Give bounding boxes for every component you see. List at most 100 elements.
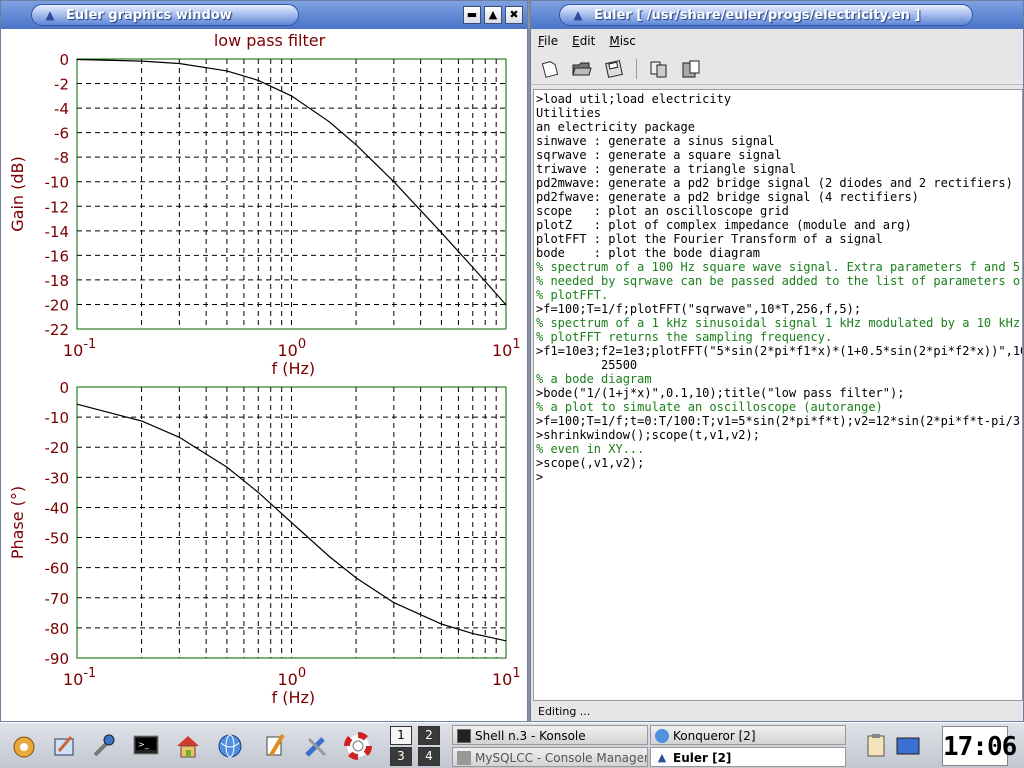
- task-euler[interactable]: ▲ Euler [2]: [650, 747, 846, 767]
- y-tick-label: -80: [45, 620, 70, 638]
- x-tick-label: 101: [492, 666, 521, 689]
- y-tick-label: -22: [45, 321, 70, 339]
- graphics-window-titlebar[interactable]: ▲ Euler graphics window ▬ ▲ ✖: [1, 1, 527, 29]
- y-tick-label: 0: [59, 51, 69, 69]
- kword-icon[interactable]: [256, 728, 292, 764]
- data-point: [355, 577, 357, 579]
- x-tick-label: 101: [492, 337, 521, 360]
- console-line: >f1=10e3;f2=1e3;plotFFT("5*sin(2*pi*f1*x…: [536, 344, 1023, 358]
- y-axis-label: Gain (dB): [8, 156, 27, 232]
- task-konsole[interactable]: Shell n.3 - Konsole: [452, 725, 648, 745]
- pager-desktop-4[interactable]: 4: [418, 747, 440, 766]
- pager-desktop-3[interactable]: 3: [390, 747, 412, 766]
- menu-misc[interactable]: Misc: [609, 34, 636, 48]
- tools-icon[interactable]: [298, 728, 334, 764]
- close-button[interactable]: ✖: [505, 6, 523, 24]
- graphics-window-title-pill[interactable]: ▲ Euler graphics window: [31, 4, 299, 26]
- console-window-title-pill[interactable]: ▲ Euler [ /usr/share/euler/progs/electri…: [559, 4, 973, 26]
- console-line: % spectrum of a 1 kHz sinusoidal signal …: [536, 316, 1023, 330]
- status-bar: Editing ...: [538, 705, 591, 718]
- data-point: [178, 436, 180, 438]
- console-line: >: [536, 470, 544, 484]
- y-tick-label: -10: [45, 174, 70, 192]
- clock[interactable]: 17:06: [942, 726, 1017, 766]
- data-point: [328, 121, 330, 123]
- data-point: [226, 70, 228, 72]
- task-mysqlcc[interactable]: MySQLCC - Console Manager: [452, 747, 648, 767]
- data-point: [290, 521, 293, 524]
- y-tick-label: -10: [45, 409, 70, 427]
- series-line: [76, 58, 507, 306]
- toolbar-separator: [636, 58, 637, 79]
- y-tick-label: -40: [45, 499, 70, 517]
- kde-menu-icon[interactable]: [6, 728, 42, 764]
- console-line: % even in XY...: [536, 442, 645, 456]
- copy-icon[interactable]: [646, 56, 672, 82]
- console-line: % a bode diagram: [536, 372, 652, 386]
- display-settings-icon[interactable]: [890, 728, 926, 764]
- kate-icon[interactable]: [46, 728, 82, 764]
- save-disk-icon[interactable]: [601, 56, 627, 82]
- data-point: [355, 144, 357, 146]
- toolbar: [531, 53, 1023, 85]
- y-tick-label: -16: [45, 247, 70, 265]
- task-konqueror[interactable]: Konqueror [2]: [650, 725, 846, 745]
- console-line: sinwave : generate a sinus signal: [536, 134, 775, 148]
- console-line: plotFFT : plot the Fourier Transform of …: [536, 232, 883, 246]
- x-axis-label: f (Hz): [272, 688, 316, 707]
- console-line: >scope(,v1,v2);: [536, 456, 645, 470]
- chart-title: low pass filter: [214, 31, 326, 50]
- data-point: [290, 95, 293, 97]
- task-label: MySQLCC - Console Manager: [475, 751, 648, 765]
- data-point: [393, 181, 395, 183]
- console-line: bode : plot the bode diagram: [536, 246, 760, 260]
- console-output[interactable]: >load util;load electricity Utilities an e…: [533, 89, 1023, 701]
- y-tick-label: -6: [54, 125, 69, 143]
- open-folder-icon[interactable]: [569, 56, 595, 82]
- menu-edit[interactable]: Edit: [572, 34, 596, 48]
- y-tick-label: -8: [54, 149, 69, 167]
- data-point: [393, 601, 395, 604]
- maximize-button[interactable]: ▲: [484, 6, 502, 24]
- graphics-window-title: Euler graphics window: [66, 7, 232, 23]
- data-point: [257, 491, 259, 493]
- paste-icon[interactable]: [678, 56, 704, 82]
- console-line: % needed by sqrwave can be passed added …: [536, 274, 1023, 288]
- menu-bar: File Edit Misc: [531, 29, 1023, 53]
- home-icon[interactable]: [170, 728, 206, 764]
- help-lifebuoy-icon[interactable]: [340, 728, 376, 764]
- x-tick-label: 100: [278, 337, 307, 360]
- pager-desktop-2[interactable]: 2: [418, 726, 440, 745]
- pager-desktop-1[interactable]: 1: [390, 726, 412, 745]
- console-line: >bode("1/(1+j*x)",0.1,10);title("low pas…: [536, 386, 905, 400]
- browser-globe-icon[interactable]: [212, 728, 248, 764]
- euler-app-icon: ▲: [573, 8, 583, 22]
- console-line: Utilities: [536, 106, 602, 120]
- y-tick-label: -4: [54, 100, 69, 118]
- console-window: ▲ Euler [ /usr/share/euler/progs/electri…: [530, 0, 1024, 722]
- data-point: [328, 555, 330, 558]
- y-axis-label: Phase (°): [8, 486, 27, 559]
- terminal-icon[interactable]: >_: [128, 728, 164, 764]
- clipboard-icon[interactable]: [858, 728, 894, 764]
- console-window-titlebar[interactable]: ▲ Euler [ /usr/share/euler/progs/electri…: [531, 1, 1023, 29]
- control-center-icon[interactable]: [86, 728, 122, 764]
- console-line: pd2mwave: generate a pd2 bridge signal (…: [536, 176, 1013, 190]
- data-point: [257, 79, 259, 81]
- y-tick-label: -30: [45, 469, 70, 487]
- y-tick-label: -90: [45, 650, 70, 668]
- plot-frame: [76, 58, 507, 330]
- task-label: Shell n.3 - Konsole: [475, 729, 586, 743]
- console-line: >f=100;T=1/f;t=0:T/100:T;v1=5*sin(2*pi*f…: [536, 414, 1023, 428]
- new-file-icon[interactable]: [537, 56, 563, 82]
- data-point: [505, 640, 507, 642]
- minimize-button[interactable]: ▬: [463, 6, 481, 24]
- menu-file[interactable]: File: [538, 34, 559, 48]
- y-tick-label: -70: [45, 590, 70, 608]
- data-point: [440, 232, 443, 234]
- graphics-window: ▲ Euler graphics window ▬ ▲ ✖ 0 -2 -4 -6 -8 -…: [0, 0, 528, 722]
- euler-app-icon: ▲: [657, 751, 667, 764]
- console-line: triwave : generate a triangle signal: [536, 162, 797, 176]
- x-tick-label: 10-1: [63, 666, 96, 689]
